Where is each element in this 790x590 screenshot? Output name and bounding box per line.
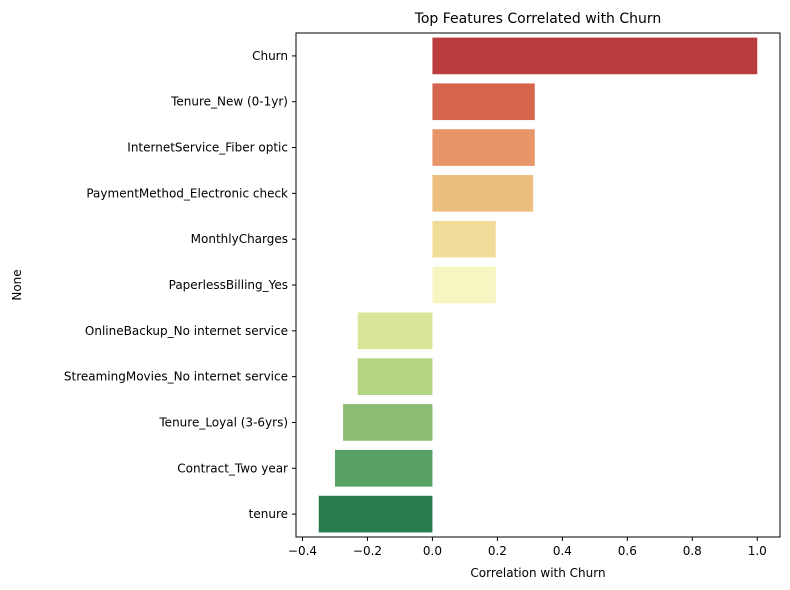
y-axis-label: None xyxy=(10,269,24,300)
bar-5 xyxy=(432,266,496,304)
bar-2 xyxy=(432,129,535,166)
y-tick-label: Contract_Two year xyxy=(177,461,288,475)
x-axis-label: Correlation with Churn xyxy=(470,566,605,580)
bar-3 xyxy=(432,175,534,212)
x-tick-label: 0.8 xyxy=(683,544,702,558)
y-tick-label: Churn xyxy=(252,49,288,63)
y-tick-label: StreamingMovies_No internet service xyxy=(64,370,288,384)
bars-group xyxy=(318,37,758,533)
bar-0 xyxy=(432,37,758,75)
y-tick-label: PaperlessBilling_Yes xyxy=(169,278,288,292)
x-tick-label: 0.4 xyxy=(553,544,572,558)
x-tick-label: 1.0 xyxy=(748,544,767,558)
y-tick-label: Tenure_Loyal (3-6yrs) xyxy=(158,415,288,429)
y-tick-label: tenure xyxy=(249,507,288,521)
bar-10 xyxy=(318,495,433,533)
y-axis: Churn Tenure_New (0-1yr) InternetService_F… xyxy=(64,49,296,521)
bar-9 xyxy=(334,449,433,487)
x-tick-label: 0.2 xyxy=(488,544,507,558)
x-tick-label: 0.6 xyxy=(618,544,637,558)
y-tick-label: Tenure_New (0-1yr) xyxy=(170,95,288,109)
y-tick-label: InternetService_Fiber optic xyxy=(127,141,288,155)
x-axis: −0.4 −0.2 0.0 0.2 0.4 0.6 0.8 1.0 xyxy=(288,537,767,558)
x-tick-label: 0.0 xyxy=(423,544,442,558)
y-tick-label: PaymentMethod_Electronic check xyxy=(86,186,288,200)
bar-4 xyxy=(432,220,496,258)
bar-8 xyxy=(343,404,433,441)
bar-6 xyxy=(357,312,433,350)
x-tick-label: −0.4 xyxy=(288,544,317,558)
y-tick-label: MonthlyCharges xyxy=(191,232,288,246)
y-tick-label: OnlineBackup_No internet service xyxy=(85,324,288,338)
bar-1 xyxy=(432,83,535,121)
x-tick-label: −0.2 xyxy=(353,544,382,558)
bar-7 xyxy=(357,358,433,395)
chart-title: Top Features Correlated with Churn xyxy=(414,11,662,27)
